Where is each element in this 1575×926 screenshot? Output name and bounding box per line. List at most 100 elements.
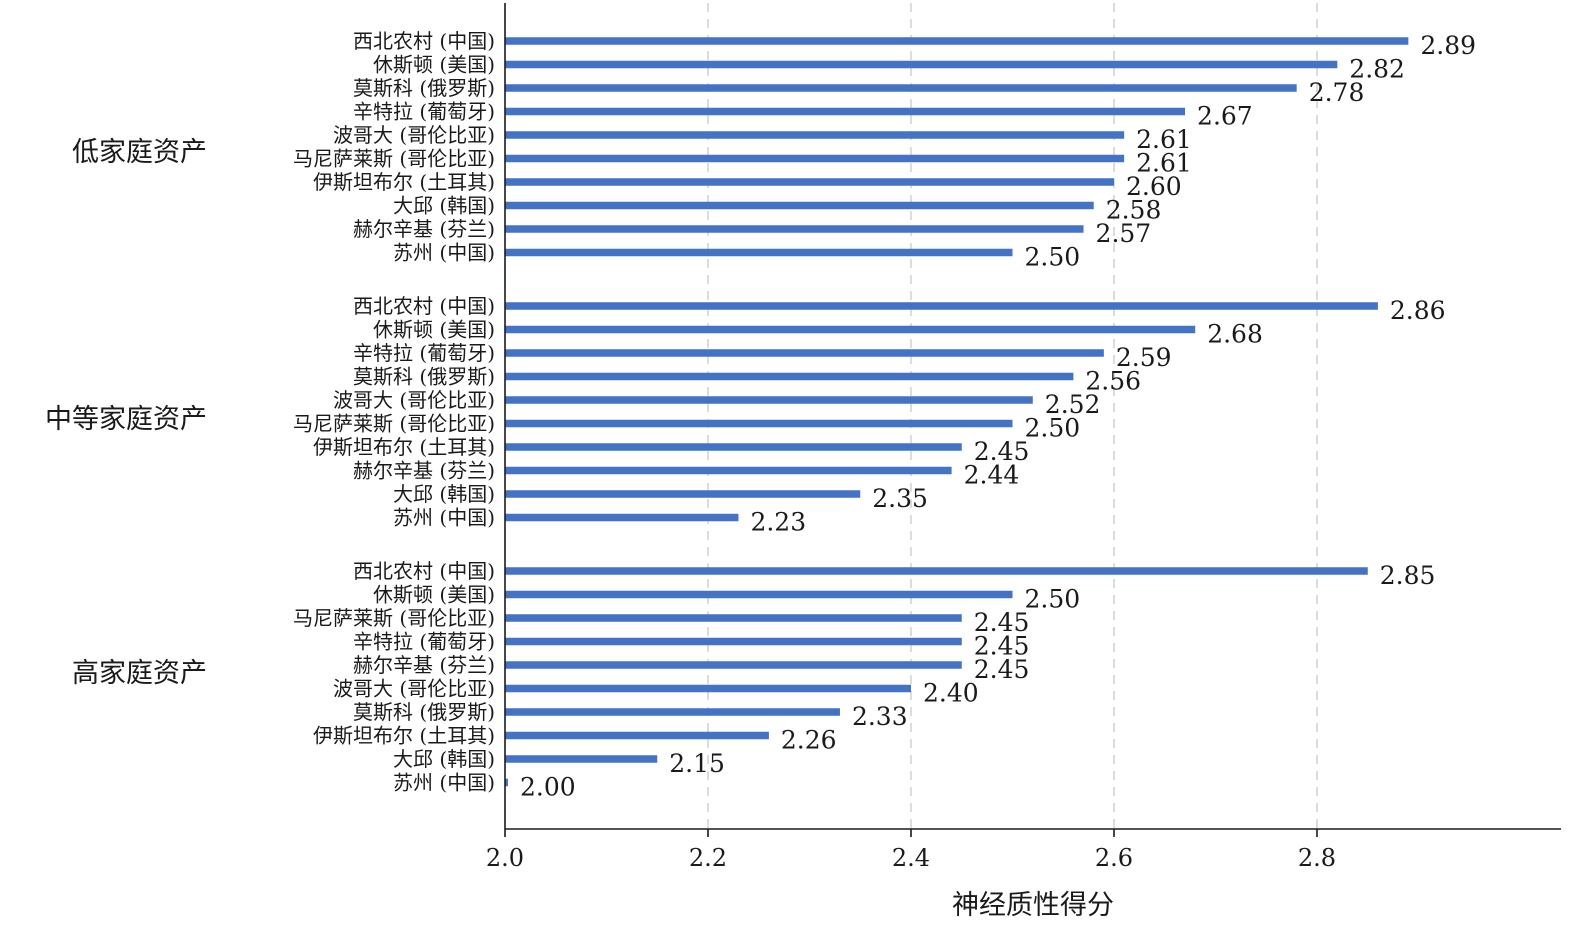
bar — [505, 419, 1013, 428]
category-label: 赫尔辛基 (芬兰) — [353, 653, 495, 677]
bar — [505, 567, 1368, 575]
category-label: 西北农村 (中国) — [353, 29, 495, 53]
value-label: 2.44 — [964, 461, 1020, 490]
category-label: 波哥大 (哥伦比亚) — [333, 388, 495, 412]
category-label: 马尼萨莱斯 (哥伦比亚) — [293, 147, 495, 171]
bar — [505, 302, 1378, 310]
x-tick-label: 2.2 — [689, 844, 727, 872]
value-label: 2.56 — [1085, 367, 1141, 396]
bar — [505, 154, 1125, 163]
bar — [505, 396, 1033, 404]
value-label: 2.50 — [1025, 585, 1081, 614]
bar — [505, 443, 962, 451]
value-label: 2.50 — [1025, 243, 1081, 272]
category-label: 莫斯科 (俄罗斯) — [353, 76, 495, 100]
bar — [505, 60, 1338, 69]
bar — [505, 37, 1409, 45]
group-label: 高家庭资产 — [72, 658, 207, 689]
value-label: 2.00 — [520, 773, 576, 802]
x-axis-title: 神经质性得分 — [952, 890, 1114, 921]
value-label: 2.61 — [1136, 125, 1192, 154]
bar — [505, 708, 840, 716]
value-label: 2.57 — [1096, 219, 1152, 248]
group-label: 低家庭资产 — [72, 137, 207, 168]
bar — [505, 325, 1196, 334]
bar — [505, 349, 1104, 357]
bar — [505, 637, 962, 646]
value-label: 2.35 — [872, 484, 928, 513]
bar — [505, 372, 1074, 381]
value-label: 2.23 — [750, 508, 806, 537]
category-label: 莫斯科 (俄罗斯) — [353, 365, 495, 389]
bar — [505, 201, 1094, 210]
bars — [505, 37, 1409, 787]
value-label: 2.86 — [1390, 296, 1446, 325]
value-label: 2.68 — [1207, 320, 1263, 349]
bar — [505, 178, 1114, 186]
value-label: 2.33 — [852, 702, 908, 731]
x-tick-label: 2.8 — [1298, 844, 1336, 872]
value-label: 2.78 — [1309, 78, 1365, 107]
category-label: 辛特拉 (葡萄牙) — [353, 630, 495, 654]
bar — [505, 84, 1297, 92]
category-label: 伊斯坦布尔 (土耳其) — [313, 170, 495, 194]
value-label: 2.61 — [1136, 149, 1192, 178]
category-label: 辛特拉 (葡萄牙) — [353, 341, 495, 365]
value-label: 2.40 — [923, 679, 979, 708]
x-tick-label: 2.6 — [1095, 844, 1133, 872]
category-label: 休斯顿 (美国) — [373, 583, 495, 607]
bar — [505, 490, 861, 498]
value-label: 2.60 — [1126, 172, 1182, 201]
category-label: 马尼萨莱斯 (哥伦比亚) — [293, 412, 495, 436]
bar — [505, 778, 508, 787]
value-label: 2.89 — [1420, 31, 1476, 60]
x-axis-ticks: 2.0 2.2 2.4 2.6 2.8 — [486, 829, 1336, 872]
value-label: 2.85 — [1380, 561, 1436, 590]
category-label: 休斯顿 (美国) — [373, 318, 495, 342]
category-label: 大邱 (韩国) — [393, 482, 495, 506]
bar — [505, 513, 739, 522]
category-label: 苏州 (中国) — [393, 771, 495, 795]
value-label: 2.15 — [669, 749, 725, 778]
bar — [505, 661, 962, 669]
category-label: 赫尔辛基 (芬兰) — [353, 459, 495, 483]
group-label: 中等家庭资产 — [45, 404, 207, 435]
category-label: 波哥大 (哥伦比亚) — [333, 123, 495, 147]
value-label: 2.50 — [1025, 414, 1081, 443]
bar — [505, 248, 1013, 257]
value-label: 2.52 — [1045, 390, 1101, 419]
bar — [505, 131, 1125, 139]
bar — [505, 590, 1013, 599]
category-label: 波哥大 (哥伦比亚) — [333, 677, 495, 701]
category-label: 休斯顿 (美国) — [373, 53, 495, 77]
category-label: 伊斯坦布尔 (土耳其) — [313, 435, 495, 459]
value-label: 2.67 — [1197, 102, 1253, 131]
category-label: 西北农村 (中国) — [353, 559, 495, 583]
value-label: 2.45 — [974, 437, 1030, 466]
bar — [505, 731, 769, 740]
category-label: 辛特拉 (葡萄牙) — [353, 100, 495, 124]
value-label: 2.45 — [974, 608, 1030, 637]
category-label: 伊斯坦布尔 (土耳其) — [313, 724, 495, 748]
category-label: 莫斯科 (俄罗斯) — [353, 700, 495, 724]
bar — [505, 755, 658, 763]
value-label: 2.26 — [781, 726, 837, 755]
category-label: 西北农村 (中国) — [353, 294, 495, 318]
bar — [505, 466, 952, 475]
bar — [505, 225, 1084, 233]
value-label: 2.59 — [1116, 343, 1172, 372]
category-label: 大邱 (韩国) — [393, 194, 495, 218]
category-label: 苏州 (中国) — [393, 506, 495, 530]
value-label: 2.45 — [974, 632, 1030, 661]
x-tick-label: 2.4 — [892, 844, 930, 872]
bar — [505, 684, 911, 693]
category-label: 苏州 (中国) — [393, 241, 495, 265]
category-label: 大邱 (韩国) — [393, 747, 495, 771]
value-label: 2.58 — [1106, 196, 1162, 225]
category-label: 马尼萨莱斯 (哥伦比亚) — [293, 606, 495, 630]
bar — [505, 107, 1186, 116]
category-label: 赫尔辛基 (芬兰) — [353, 217, 495, 241]
value-label: 2.82 — [1349, 55, 1405, 84]
